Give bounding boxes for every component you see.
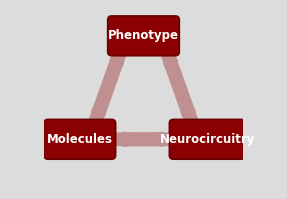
FancyBboxPatch shape [169,119,245,159]
FancyBboxPatch shape [44,119,116,159]
Text: Neurocircuitry: Neurocircuitry [160,133,255,146]
FancyBboxPatch shape [108,16,179,56]
Text: Phenotype: Phenotype [108,29,179,42]
Text: Molecules: Molecules [47,133,113,146]
